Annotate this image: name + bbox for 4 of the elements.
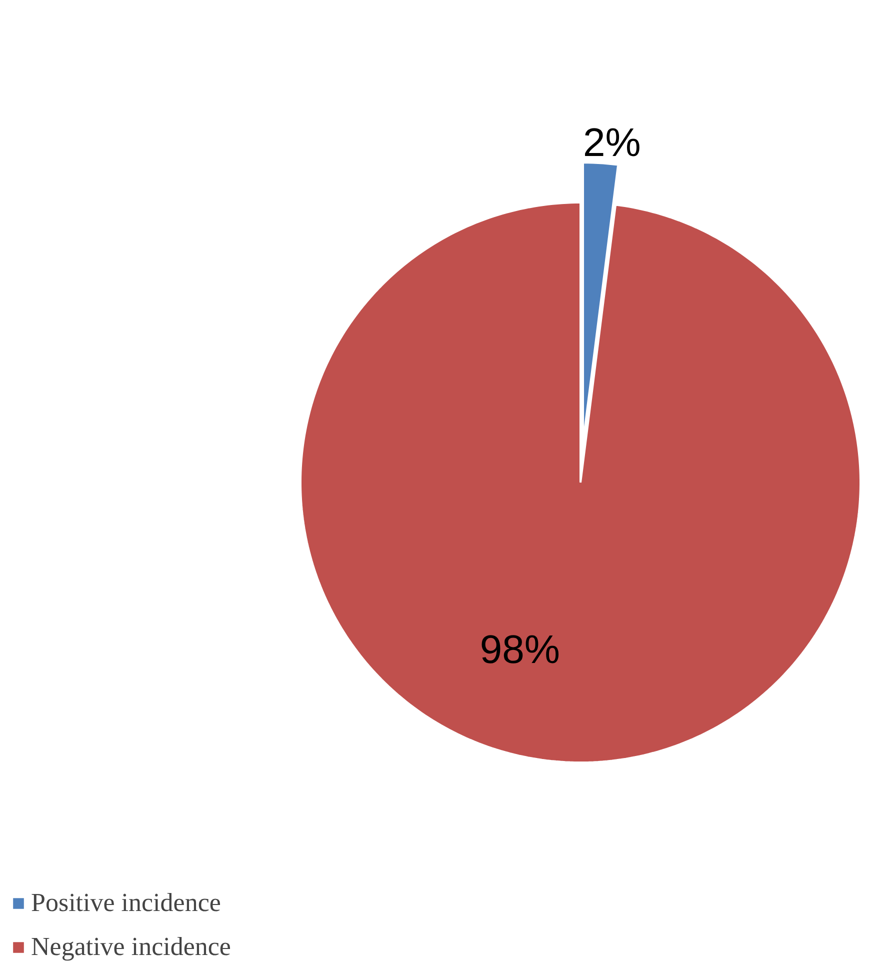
legend-label: Positive incidence — [31, 888, 221, 918]
legend-label: Negative incidence — [31, 932, 231, 962]
data-label: 2% — [582, 121, 641, 166]
data-label: 98% — [480, 628, 560, 672]
